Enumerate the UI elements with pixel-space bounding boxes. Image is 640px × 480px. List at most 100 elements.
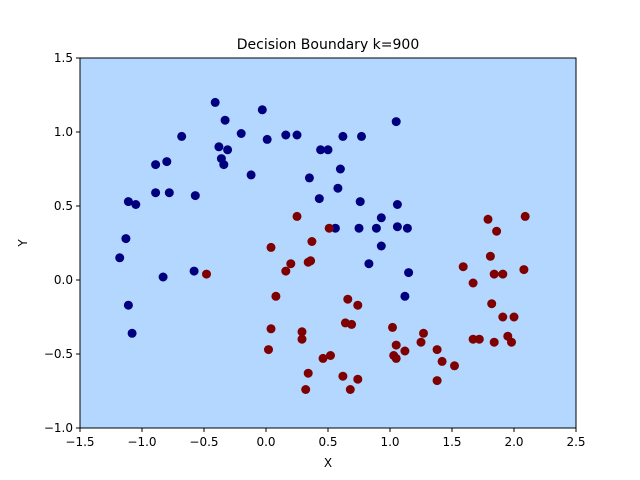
- x-axis-label: X: [324, 456, 332, 470]
- data-point-series-1-19: [219, 160, 229, 170]
- data-point-series-1-44: [158, 272, 168, 282]
- chart-title: Decision Boundary k=900: [237, 37, 420, 53]
- data-point-series-1-14: [316, 145, 326, 155]
- data-point-series-2-21: [487, 299, 497, 309]
- data-point-series-2-37: [507, 337, 516, 347]
- data-point-series-1-29: [355, 197, 365, 207]
- data-point-series-1-2: [257, 105, 267, 115]
- data-point-series-2-30: [419, 328, 428, 338]
- data-point-series-2-38: [391, 340, 401, 350]
- data-point-series-2-33: [474, 334, 484, 344]
- data-point-series-1-43: [404, 268, 414, 278]
- data-point-series-1-40: [115, 253, 125, 263]
- data-point-series-2-41: [400, 346, 410, 356]
- y-axis-label: Y: [16, 239, 30, 248]
- data-point-series-2-5: [492, 226, 502, 236]
- plot-area-background: [80, 58, 576, 428]
- x-tick-label: 2.5: [566, 435, 585, 449]
- data-point-series-2-34: [297, 334, 307, 344]
- data-point-series-2-24: [509, 312, 519, 322]
- x-tick-label: −1.0: [127, 435, 156, 449]
- data-point-series-2-13: [519, 265, 529, 275]
- data-point-series-1-7: [281, 130, 291, 140]
- data-point-series-2-35: [416, 337, 426, 347]
- data-point-series-2-8: [485, 251, 495, 261]
- data-point-series-1-20: [335, 164, 345, 174]
- y-axis-ticks: −1.0 −0.5 0.0 0.5 1.0 1.5: [44, 51, 80, 435]
- data-point-series-1-10: [357, 131, 366, 141]
- data-point-series-2-26: [347, 319, 357, 329]
- data-point-series-2-49: [338, 371, 348, 381]
- scatter-points: [115, 97, 530, 394]
- data-point-series-2-22: [353, 300, 363, 310]
- data-point-series-1-31: [392, 200, 402, 209]
- data-point-series-2-17: [498, 269, 508, 279]
- data-point-series-1-4: [391, 117, 401, 127]
- data-point-series-1-12: [214, 142, 224, 152]
- x-tick-label: 1.5: [442, 435, 461, 449]
- data-point-series-1-21: [246, 170, 256, 180]
- y-tick-label: 1.5: [54, 51, 73, 65]
- y-tick-label: 0.5: [54, 199, 73, 213]
- data-point-series-1-45: [400, 291, 410, 301]
- y-tick-label: 1.0: [54, 125, 73, 139]
- data-point-series-2-18: [468, 278, 478, 288]
- data-point-series-1-18: [151, 160, 161, 170]
- data-point-series-1-1: [210, 97, 220, 107]
- x-tick-label: 0.5: [318, 435, 337, 449]
- data-point-series-1-33: [392, 222, 402, 232]
- data-point-series-1-27: [314, 194, 324, 204]
- data-point-series-2-47: [450, 361, 459, 371]
- data-point-series-2-48: [303, 368, 313, 378]
- data-point-series-2-45: [318, 353, 328, 363]
- data-point-series-2-6: [307, 237, 317, 246]
- data-point-series-2-2: [292, 211, 302, 221]
- data-point-series-1-42: [189, 266, 199, 276]
- data-point-series-1-9: [338, 131, 348, 141]
- data-point-series-1-46: [123, 300, 133, 310]
- data-point-series-2-20: [343, 294, 353, 304]
- x-axis-ticks: −1.5 −1.0 −0.5 0.0 0.5 1.0 1.5 2.0 2.5: [65, 428, 586, 449]
- data-point-series-1-6: [177, 131, 187, 141]
- data-point-series-1-5: [236, 129, 246, 138]
- data-point-series-1-41: [364, 259, 374, 269]
- data-point-series-2-52: [301, 385, 311, 394]
- data-point-series-1-17: [162, 157, 172, 167]
- data-point-series-1-36: [371, 223, 381, 233]
- data-point-series-2-53: [345, 385, 355, 394]
- data-point-series-1-35: [354, 223, 364, 233]
- data-point-series-2-39: [432, 345, 442, 355]
- data-point-series-1-38: [121, 234, 131, 244]
- y-tick-label: 0.0: [54, 273, 73, 287]
- data-point-series-1-13: [223, 145, 233, 155]
- data-point-series-2-7: [266, 242, 276, 252]
- data-point-series-1-24: [151, 188, 161, 198]
- data-point-series-1-47: [127, 328, 137, 338]
- data-point-series-2-46: [437, 356, 447, 366]
- data-point-series-2-19: [271, 291, 281, 301]
- x-tick-label: −0.5: [189, 435, 218, 449]
- data-point-series-2-44: [391, 353, 401, 363]
- data-point-series-1-22: [304, 173, 314, 183]
- data-point-series-2-51: [432, 376, 442, 386]
- data-point-series-2-28: [266, 324, 276, 334]
- data-point-series-1-11: [262, 134, 272, 144]
- data-point-series-2-15: [202, 269, 211, 279]
- data-point-series-2-50: [353, 374, 363, 384]
- data-point-series-1-3: [220, 115, 230, 125]
- data-point-series-2-14: [281, 266, 291, 276]
- x-tick-label: 2.0: [504, 435, 523, 449]
- data-point-series-2-36: [489, 337, 499, 347]
- data-point-series-2-27: [388, 322, 397, 332]
- data-point-series-2-23: [498, 312, 508, 322]
- data-point-series-2-16: [489, 269, 499, 279]
- y-tick-label: −1.0: [44, 421, 73, 435]
- data-point-series-2-43: [326, 351, 335, 360]
- y-tick-label: −0.5: [44, 347, 73, 361]
- data-point-series-2-3: [483, 214, 493, 224]
- data-point-series-1-28: [123, 197, 133, 207]
- data-point-series-2-29: [297, 327, 307, 337]
- x-tick-label: 0.0: [256, 435, 275, 449]
- data-point-series-1-34: [330, 223, 340, 233]
- data-point-series-1-30: [131, 200, 141, 209]
